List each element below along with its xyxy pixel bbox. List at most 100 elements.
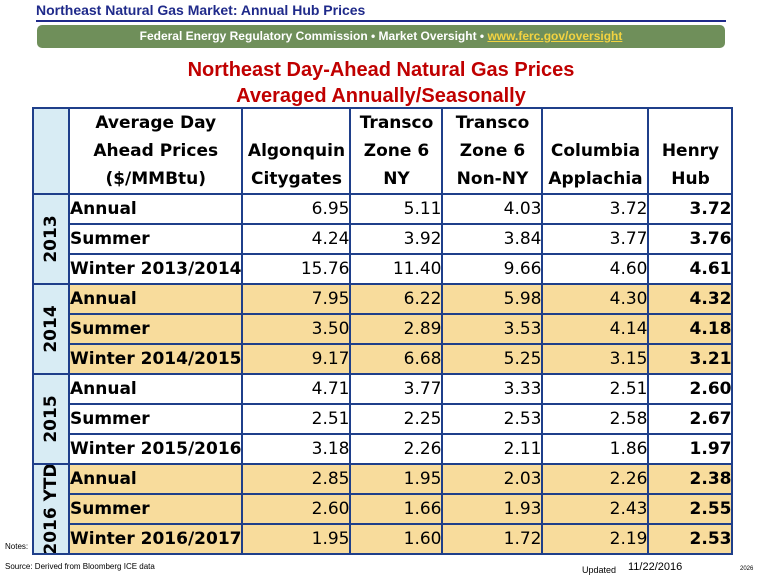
columbia-value: 2.19	[541, 523, 650, 555]
price-table: Average Day Ahead Prices ($/MMBtu) Algon…	[32, 107, 734, 555]
oversight-link[interactable]: www.ferc.gov/oversight	[487, 29, 623, 43]
henry-hub-value: 2.38	[647, 463, 734, 495]
transco-ny-value: 6.68	[349, 343, 444, 375]
table-row: Summer 2.51 2.25 2.53 2.58 2.67	[33, 403, 734, 435]
page-header-title: Northeast Natural Gas Market: Annual Hub…	[36, 2, 366, 18]
row-label: Summer	[67, 493, 244, 525]
columbia-value: 1.86	[541, 433, 650, 465]
header-transco-non-ny-line: Transco	[455, 113, 530, 133]
row-label: Annual	[67, 283, 244, 315]
table-row: Summer 4.24 3.92 3.84 3.77 3.76	[33, 223, 734, 255]
year-label-text: 2015	[41, 395, 61, 443]
header-label-line: ($/MMBtu)	[105, 169, 207, 189]
year-label-text: 2016 YTD	[41, 464, 61, 554]
row-label: Summer	[67, 223, 244, 255]
header-transco-non-ny-line: Non-NY	[456, 169, 529, 189]
row-label: Annual	[67, 373, 244, 405]
transco-ny-value: 5.11	[349, 193, 444, 225]
header-algonquin: Algonquin Citygates	[241, 107, 352, 195]
henry-hub-value: 4.61	[647, 253, 734, 285]
row-label: Winter 2016/2017	[67, 523, 244, 555]
henry-hub-value: 2.60	[647, 373, 734, 405]
updated-date: 11/22/2016	[628, 561, 683, 573]
table-row: Winter 2014/2015 9.17 6.68 5.25 3.15 3.2…	[33, 343, 734, 375]
columbia-value: 3.15	[541, 343, 650, 375]
columbia-value: 4.14	[541, 313, 650, 345]
header-label-column: Average Day Ahead Prices ($/MMBtu)	[67, 107, 244, 195]
henry-hub-value: 2.53	[647, 523, 734, 555]
year-label-2013: 2013	[32, 193, 70, 285]
header-transco-ny: Transco Zone 6 NY	[349, 107, 444, 195]
columbia-value: 2.51	[541, 373, 650, 405]
header-transco-non-ny-line: Zone 6	[459, 141, 526, 161]
henry-hub-value: 1.97	[647, 433, 734, 465]
main-title-line-2: Averaged Annually/Seasonally	[236, 85, 526, 107]
algonquin-value: 2.51	[241, 403, 352, 435]
row-label: Winter 2014/2015	[67, 343, 244, 375]
notes-label: Notes:	[5, 542, 29, 551]
table-row: 2015 Annual 4.71 3.77 3.33 2.51 2.60	[32, 373, 734, 465]
columbia-value: 4.30	[541, 283, 650, 315]
henry-hub-value: 3.76	[647, 223, 734, 255]
year-label-2014: 2014	[32, 283, 70, 375]
henry-hub-value: 3.72	[647, 193, 734, 225]
algonquin-value: 6.95	[241, 193, 352, 225]
transco-ny-value: 3.92	[349, 223, 444, 255]
algonquin-value: 4.24	[241, 223, 352, 255]
transco-ny-value: 2.25	[349, 403, 444, 435]
updated-label: Updated	[582, 565, 617, 575]
header-columbia-line: Columbia	[550, 141, 641, 161]
transco-non-ny-value: 3.33	[441, 373, 544, 405]
transco-ny-value: 11.40	[349, 253, 444, 285]
transco-non-ny-value: 5.25	[441, 343, 544, 375]
transco-ny-value: 2.89	[349, 313, 444, 345]
columbia-value: 4.60	[541, 253, 650, 285]
table-row: 2014 Annual 7.95 6.22 5.98 4.30 4.32	[32, 283, 734, 375]
algonquin-value: 2.85	[241, 463, 352, 495]
algonquin-value: 7.95	[241, 283, 352, 315]
henry-hub-value: 2.67	[647, 403, 734, 435]
banner-text: Federal Energy Regulatory Commission • M…	[139, 29, 488, 43]
henry-hub-value: 3.21	[647, 343, 734, 375]
header-rule	[36, 20, 726, 22]
main-title-line-1: Northeast Day-Ahead Natural Gas Prices	[187, 59, 575, 81]
source-note: Source: Derived from Bloomberg ICE data	[5, 562, 155, 571]
transco-non-ny-value: 3.84	[441, 223, 544, 255]
transco-non-ny-value: 3.53	[441, 313, 544, 345]
transco-non-ny-value: 2.03	[441, 463, 544, 495]
transco-ny-value: 2.26	[349, 433, 444, 465]
header-transco-ny-line: Transco	[359, 113, 434, 133]
header-corner-cell	[32, 107, 70, 195]
transco-non-ny-value: 2.53	[441, 403, 544, 435]
algonquin-value: 1.95	[241, 523, 352, 555]
header-henry-hub-line: Henry	[661, 141, 720, 161]
table-header-row: Average Day Ahead Prices ($/MMBtu) Algon…	[32, 107, 734, 195]
header-transco-non-ny: Transco Zone 6 Non-NY	[441, 107, 544, 195]
transco-non-ny-value: 2.11	[441, 433, 544, 465]
header-henry-hub-line: Hub	[671, 169, 710, 189]
row-label: Annual	[67, 463, 244, 495]
header-columbia: Columbia Applachia	[541, 107, 650, 195]
columbia-value: 3.77	[541, 223, 650, 255]
transco-ny-value: 1.66	[349, 493, 444, 525]
row-label: Winter 2013/2014	[67, 253, 244, 285]
transco-non-ny-value: 4.03	[441, 193, 544, 225]
table-row: Summer 3.50 2.89 3.53 4.14 4.18	[33, 313, 734, 345]
henry-hub-value: 4.18	[647, 313, 734, 345]
algonquin-value: 3.18	[241, 433, 352, 465]
transco-non-ny-value: 1.72	[441, 523, 544, 555]
transco-ny-value: 6.22	[349, 283, 444, 315]
page-code: 2026	[740, 566, 754, 572]
transco-ny-value: 1.95	[349, 463, 444, 495]
table-row: Winter 2013/2014 15.76 11.40 9.66 4.60 4…	[33, 253, 734, 285]
header-henry-hub: Henry Hub	[647, 107, 734, 195]
henry-hub-value: 4.32	[647, 283, 734, 315]
header-transco-ny-line: NY	[383, 169, 410, 189]
columbia-value: 2.26	[541, 463, 650, 495]
algonquin-value: 2.60	[241, 493, 352, 525]
row-label: Winter 2015/2016	[67, 433, 244, 465]
algonquin-value: 9.17	[241, 343, 352, 375]
header-transco-ny-line: Zone 6	[363, 141, 430, 161]
columbia-value: 3.72	[541, 193, 650, 225]
year-label-2016-ytd: 2016 YTD	[32, 463, 70, 555]
